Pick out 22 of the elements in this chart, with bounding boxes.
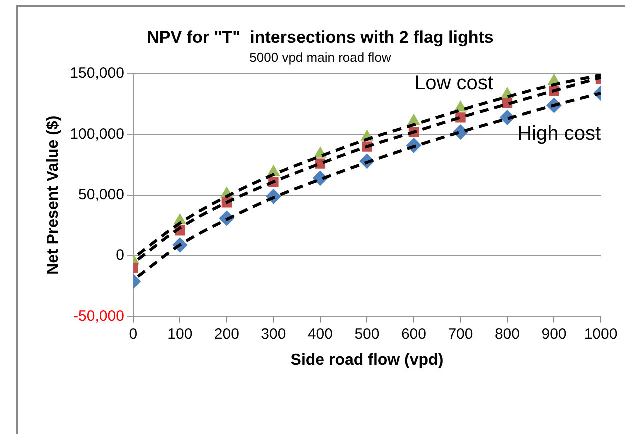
y-tick-label: -50,000: [74, 308, 124, 325]
y-axis-title: Net Present Value ($): [45, 116, 62, 275]
annotation: Low cost: [414, 72, 494, 95]
y-tick-label: 0: [116, 247, 124, 264]
y-tick-label: 50,000: [78, 186, 124, 204]
x-tick-label: 900: [542, 326, 567, 343]
x-tick-label: 0: [129, 326, 138, 343]
y-tick-label: 150,000: [70, 65, 124, 82]
x-tick-label: 400: [308, 326, 333, 343]
x-tick-label: 600: [401, 326, 426, 343]
x-tick-label: 100: [168, 326, 193, 343]
annotation: High cost: [518, 123, 602, 146]
chart-subtitle: 5000 vpd main road flow: [250, 50, 392, 65]
x-tick-label: 300: [261, 326, 286, 343]
x-tick-label: 1000: [584, 326, 618, 343]
y-tick-label: 100,000: [70, 126, 124, 143]
x-tick-label: 700: [448, 326, 474, 343]
x-axis-title: Side road flow (vpd): [290, 352, 444, 369]
x-tick-label: 200: [214, 326, 240, 343]
chart-title: NPV for "T" intersections with 2 flag lights: [147, 28, 494, 47]
x-tick-label: 800: [494, 326, 520, 343]
x-tick-label: 500: [354, 326, 380, 343]
